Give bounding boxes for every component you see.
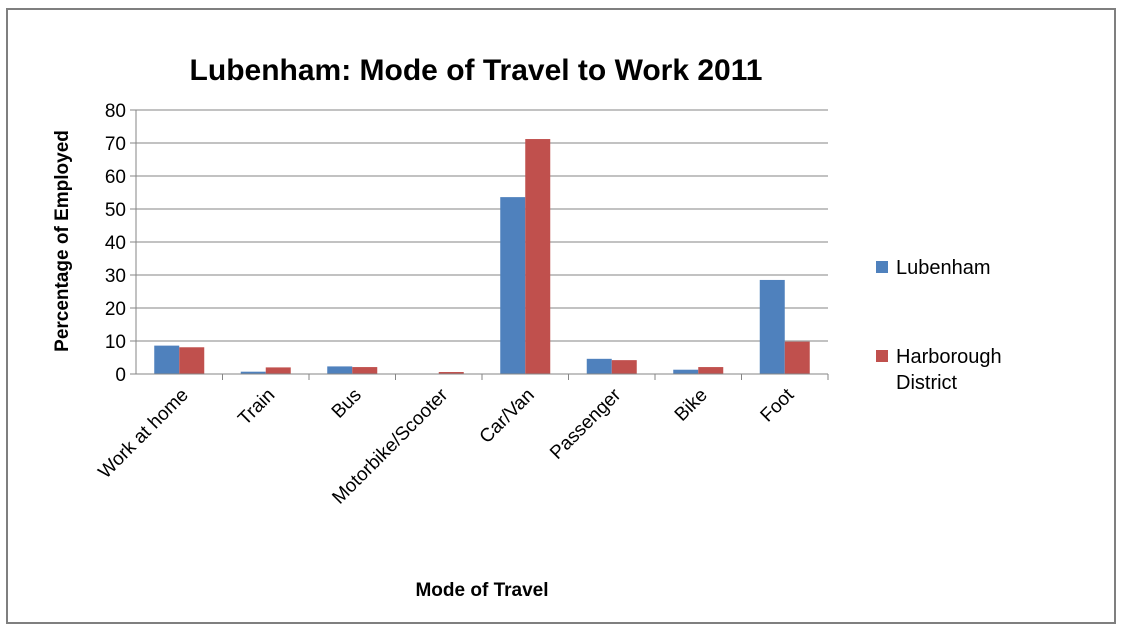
bar-harborough-district-work-at-home — [179, 347, 205, 374]
bar-harborough-district-bus — [352, 367, 378, 374]
x-tick-label: Bus — [328, 385, 366, 423]
y-tick-label: 10 — [105, 332, 126, 353]
legend-swatch — [876, 261, 888, 273]
bar-lubenham-bus — [327, 366, 353, 374]
x-tick-label: Work at home — [95, 385, 193, 483]
bars — [154, 139, 810, 374]
legend-label: Harborough District — [896, 346, 1002, 394]
bar-harborough-district-car-van — [525, 139, 551, 374]
x-tick-label: Foot — [757, 384, 799, 426]
y-tick-labels: 0 10 20 30 40 50 60 70 80 — [105, 101, 126, 386]
gridlines — [136, 109, 828, 375]
y-tick-label: 30 — [105, 266, 126, 287]
bar-lubenham-passenger — [586, 358, 612, 374]
bar-lubenham-car-van — [500, 197, 526, 374]
chart-title: Lubenham: Mode of Travel to Work 2011 — [190, 54, 763, 87]
bar-harborough-district-passenger — [611, 360, 637, 374]
bar-lubenham-work-at-home — [154, 345, 180, 374]
x-tick-label: Car/Van — [476, 385, 539, 448]
bar-lubenham-train — [240, 371, 266, 374]
y-tick-label: 20 — [105, 299, 126, 320]
x-tick-label: Bike — [671, 385, 712, 426]
bar-harborough-district-train — [265, 367, 291, 374]
bar-harborough-district-motorbike-scooter — [438, 372, 464, 374]
axes — [130, 109, 829, 380]
y-tick-label: 0 — [115, 365, 126, 386]
bar-lubenham-foot — [759, 279, 785, 374]
bar-lubenham-bike — [673, 369, 699, 374]
x-tick-label: Passenger — [546, 384, 626, 464]
bar-harborough-district-foot — [784, 341, 810, 374]
legend: Lubenham Harborough District — [876, 257, 1002, 394]
x-tick-label: Train — [234, 385, 279, 430]
chart-frame — [6, 8, 1116, 624]
y-tick-label: 80 — [105, 101, 126, 122]
y-tick-label: 50 — [105, 200, 126, 221]
legend-swatch — [876, 350, 888, 362]
y-tick-label: 40 — [105, 233, 126, 254]
legend-label: Lubenham — [896, 257, 991, 279]
y-tick-label: 60 — [105, 167, 126, 188]
bar-harborough-district-bike — [698, 367, 724, 374]
x-axis-label: Mode of Travel — [415, 580, 548, 601]
y-axis-label: Percentage of Employed — [52, 130, 73, 352]
y-tick-label: 70 — [105, 134, 126, 155]
